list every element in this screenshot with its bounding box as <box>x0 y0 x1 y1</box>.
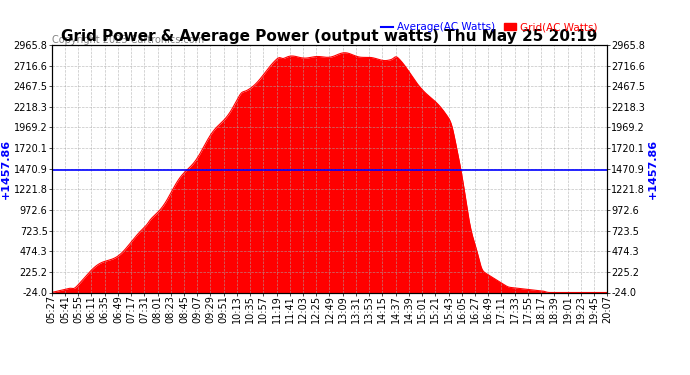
Text: Copyright 2023 Cartronics.com: Copyright 2023 Cartronics.com <box>52 35 204 45</box>
Legend: Average(AC Watts), Grid(AC Watts): Average(AC Watts), Grid(AC Watts) <box>376 18 602 36</box>
Y-axis label: +1457.86: +1457.86 <box>648 139 658 199</box>
Y-axis label: +1457.86: +1457.86 <box>1 139 11 199</box>
Title: Grid Power & Average Power (output watts) Thu May 25 20:19: Grid Power & Average Power (output watts… <box>61 29 598 44</box>
